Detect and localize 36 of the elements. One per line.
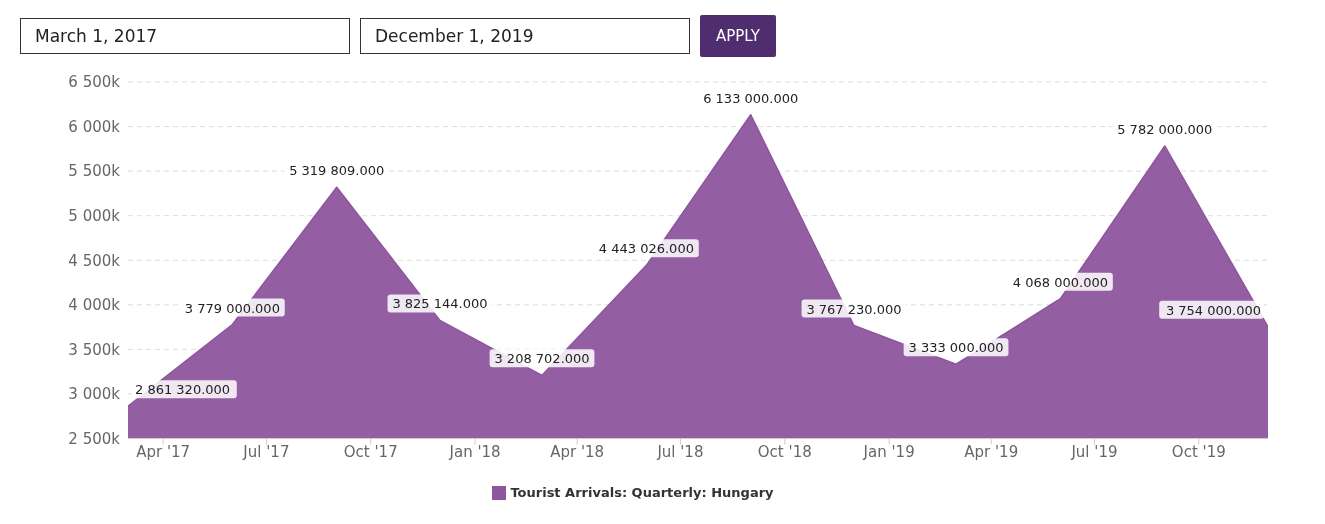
y-tick-label: 4 000k (68, 296, 121, 315)
x-tick-label: Jul '19 (1070, 443, 1118, 462)
x-tick-label: Apr '17 (136, 443, 191, 462)
x-tick-label: Oct '18 (757, 443, 812, 462)
x-tick-label: Jan '18 (448, 443, 501, 462)
data-label: 3 208 702.000 (494, 351, 590, 367)
y-tick-label: 2 500k (68, 429, 121, 448)
x-tick-label: Jul '18 (656, 443, 704, 462)
data-label: 3 779 000.000 (184, 300, 280, 316)
data-label: 4 443 026.000 (598, 241, 694, 257)
x-tick-label: Apr '19 (964, 443, 1019, 462)
data-label: 2 861 320.000 (135, 382, 231, 398)
y-tick-label: 6 500k (68, 73, 121, 92)
y-tick-label: 3 000k (68, 385, 121, 404)
y-tick-label: 4 500k (68, 251, 121, 270)
date-field: March 1, 2017 (20, 18, 350, 54)
y-tick-label: 3 500k (68, 340, 121, 359)
data-label: 3 754 000.000 (1165, 302, 1261, 318)
x-tick-label: Apr '18 (550, 443, 605, 462)
data-label: 4 068 000.000 (1012, 274, 1108, 290)
y-tick-label: 5 000k (68, 207, 121, 226)
date-field: December 1, 2019 (360, 18, 690, 54)
x-tick-label: Jan '19 (862, 443, 915, 462)
data-label: 5 782 000.000 (1117, 121, 1213, 137)
x-tick-label: Oct '17 (343, 443, 398, 462)
data-label: 6 133 000.000 (703, 90, 799, 106)
legend-label: Tourist Arrivals: Quarterly: Hungary (510, 484, 774, 500)
y-tick-label: 6 000k (68, 117, 121, 136)
data-label: 3 767 230.000 (806, 301, 902, 317)
data-label: 5 319 809.000 (289, 163, 385, 179)
x-tick-label: Jul '17 (242, 443, 290, 462)
y-tick-label: 5 500k (68, 162, 121, 181)
data-label: 3 825 144.000 (392, 296, 488, 312)
data-label: 3 333 000.000 (908, 340, 1004, 356)
x-tick-label: Oct '19 (1171, 443, 1226, 462)
apply-button: APPLY (700, 15, 776, 57)
